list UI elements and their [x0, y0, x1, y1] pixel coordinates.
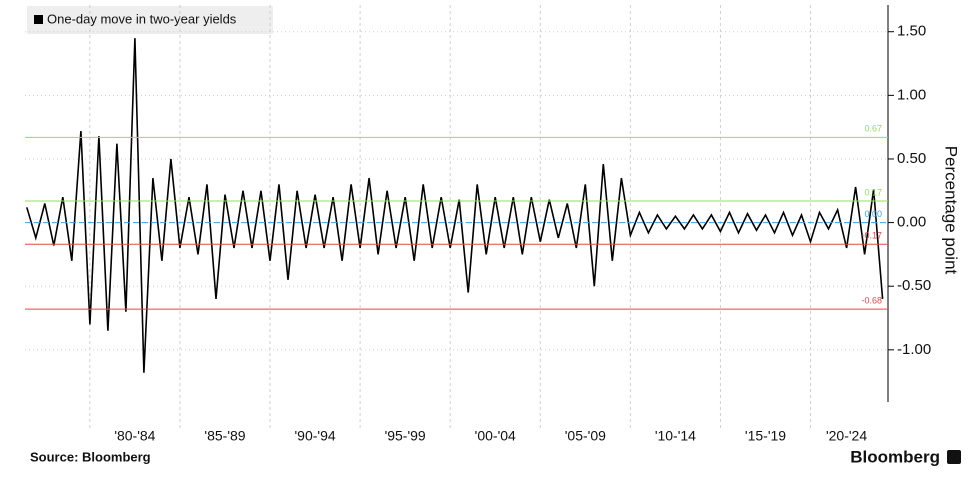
legend-label: One-day move in two-year yields — [47, 11, 237, 26]
x-tick-label: '10-'14 — [655, 428, 696, 444]
reference-label: -0.68 — [861, 295, 882, 305]
y-axis-label: Percentage point — [942, 146, 961, 275]
reference-label: 0.67 — [864, 124, 882, 134]
legend-box — [27, 6, 273, 34]
x-tick-label: '20-'24 — [826, 428, 867, 444]
y-tick-label: 0.00 — [897, 214, 926, 231]
reference-label: 0.00 — [864, 209, 882, 219]
y-tick-label: 1.50 — [897, 23, 926, 40]
x-tick-label: '90-'94 — [294, 428, 335, 444]
x-tick-label: '80-'84 — [114, 428, 155, 444]
x-tick-label: '15-'19 — [745, 428, 786, 444]
source: Source: Bloomberg — [30, 449, 151, 464]
x-tick-label: '05-'09 — [565, 428, 606, 444]
series-line — [26, 38, 884, 373]
y-tick-label: 0.50 — [897, 150, 926, 167]
y-tick-label: 1.00 — [897, 86, 926, 103]
legend-swatch — [34, 15, 43, 24]
x-tick-label: '95-'99 — [385, 428, 426, 444]
reference-label: -0.17 — [861, 231, 882, 241]
reference-label: 0.17 — [864, 187, 882, 197]
brand: Bloomberg — [850, 447, 940, 466]
y-tick-label: -1.00 — [897, 341, 931, 358]
brand-icon — [947, 450, 961, 464]
x-tick-label: '85-'89 — [204, 428, 245, 444]
x-tick-label: '00-'04 — [475, 428, 516, 444]
y-tick-label: -0.50 — [897, 277, 931, 294]
